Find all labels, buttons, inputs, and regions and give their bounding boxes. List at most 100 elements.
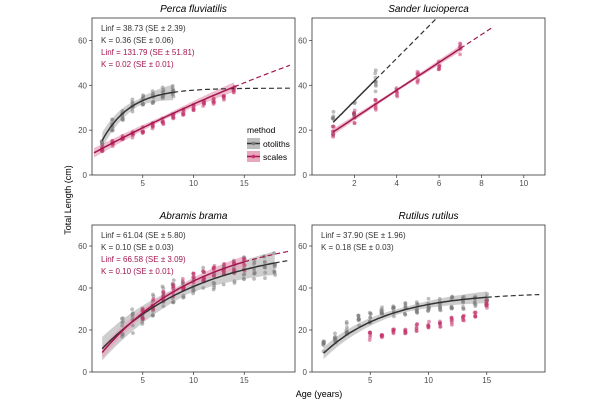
scales-data-point [191, 108, 196, 113]
scales-data-point [330, 124, 335, 129]
x-tick-label: 15 [482, 376, 491, 385]
scales-data-point [161, 121, 166, 126]
panel-rutilus-rutilus: Rutilus rutilus 5 10 15 0 20 40 60 Linf = 37.90 … [298, 211, 546, 385]
otoliths-parameter-annotation: K = 0.18 (SE ± 0.03) [321, 243, 394, 252]
otoliths-data-point [151, 91, 156, 96]
x-tick-label: 5 [141, 376, 146, 385]
panel-title: Perca fluviatilis [160, 4, 227, 15]
scales-data-point [171, 115, 176, 120]
scales-data-point [484, 303, 489, 308]
scales-data-point [222, 262, 227, 266]
scales-data-point [460, 315, 465, 319]
scales-fit-line [101, 261, 245, 353]
otoliths-data-point [449, 296, 454, 301]
otoliths-data-point [373, 68, 378, 73]
otoliths-data-point [140, 322, 145, 326]
y-tick-label: 40 [298, 284, 307, 293]
scales-extrapolation-line [459, 27, 493, 50]
x-tick-label: 5 [368, 376, 373, 385]
y-tick-label: 0 [303, 171, 308, 180]
scales-data-point [367, 338, 372, 342]
scales-fit-line [93, 86, 235, 154]
otoliths-data-point [201, 265, 206, 270]
legend-label-scales: scales [263, 152, 287, 162]
scales-data-point [403, 327, 408, 332]
scales-data-point [458, 52, 462, 57]
scales-data-point [180, 277, 185, 281]
scales-data-point [201, 270, 206, 275]
panel-abramis-brama: Abramis brama 5 10 15 0 20 40 60 Linf = 61.04 (S… [78, 211, 296, 385]
legend-title: method [247, 125, 276, 135]
scales-data-point [414, 326, 419, 331]
otoliths-data-point [211, 287, 216, 292]
otoliths-parameter-annotation: K = 0.36 (SE ± 0.06) [101, 36, 174, 45]
otoliths-data-point [345, 329, 350, 334]
plot-area [92, 225, 295, 372]
otoliths-data-point [344, 320, 349, 324]
otoliths-data-point [415, 311, 420, 315]
scales-data-point [352, 121, 357, 126]
y-axis-title: Total Length (cm) [63, 165, 73, 235]
y-tick-label: 40 [78, 284, 87, 293]
otoliths-fit-line [101, 91, 174, 141]
otoliths-data-point [120, 323, 125, 328]
scales-data-point [140, 308, 145, 313]
otoliths-data-point [150, 101, 155, 105]
panel-sander-lucioperca: Sander lucioperca 2 4 6 8 10 0 20 40 60 [298, 4, 546, 188]
x-tick-label: 6 [437, 179, 442, 188]
x-tick-label: 15 [240, 376, 249, 385]
y-tick-label: 0 [83, 368, 88, 377]
otoliths-data-point [263, 270, 268, 275]
otoliths-data-point [368, 315, 373, 320]
scales-data-point [391, 330, 396, 335]
otoliths-data-point [160, 90, 165, 94]
scales-data-point [171, 284, 176, 289]
otoliths-data-point [130, 97, 135, 102]
otoliths-data-point [368, 311, 373, 316]
otoliths-data-point [331, 109, 336, 114]
otoliths-data-point [131, 331, 135, 336]
x-tick-label: 10 [189, 179, 198, 188]
otoliths-data-point [211, 280, 216, 285]
otoliths-data-point [120, 332, 125, 337]
x-tick-label: 8 [479, 179, 484, 188]
scales-parameter-annotation: K = 0.10 (SE ± 0.01) [101, 267, 174, 276]
otoliths-data-point [345, 325, 349, 330]
otoliths-data-point [262, 260, 267, 265]
otoliths-data-point [333, 331, 337, 336]
otoliths-data-point [110, 128, 115, 132]
plot-area [92, 18, 295, 175]
legend: method otoliths scales [247, 125, 290, 162]
otoliths-data-point [437, 296, 442, 301]
otoliths-data-point [460, 295, 465, 300]
otoliths-data-point [331, 114, 336, 119]
scales-data-point [415, 321, 419, 326]
scales-data-point [415, 80, 420, 85]
otoliths-fit-line [323, 296, 487, 354]
x-tick-label: 5 [141, 179, 146, 188]
panel-title: Rutilus rutilus [398, 211, 458, 222]
scales-data-point [391, 327, 396, 332]
otoliths-data-point [181, 295, 186, 300]
otoliths-data-point [141, 102, 146, 107]
scales-data-point [395, 91, 400, 96]
otoliths-data-point [150, 313, 155, 318]
otoliths-data-point [472, 298, 477, 303]
otoliths-data-point [426, 296, 431, 301]
x-axis-title: Age (years) [296, 389, 343, 399]
x-tick-label: 15 [240, 179, 249, 188]
otoliths-data-point [414, 300, 419, 305]
y-tick-label: 40 [78, 81, 87, 90]
otoliths-data-point [201, 286, 206, 290]
otoliths-data-point [485, 292, 490, 296]
scales-data-point [221, 94, 226, 99]
y-tick-label: 20 [298, 126, 307, 135]
scales-data-point [427, 319, 431, 324]
otoliths-data-point [130, 314, 135, 319]
x-tick-label: 10 [189, 376, 198, 385]
otoliths-data-point [403, 301, 408, 306]
otoliths-data-point [130, 311, 135, 316]
scales-data-point [181, 111, 185, 116]
otoliths-data-point [130, 100, 135, 105]
